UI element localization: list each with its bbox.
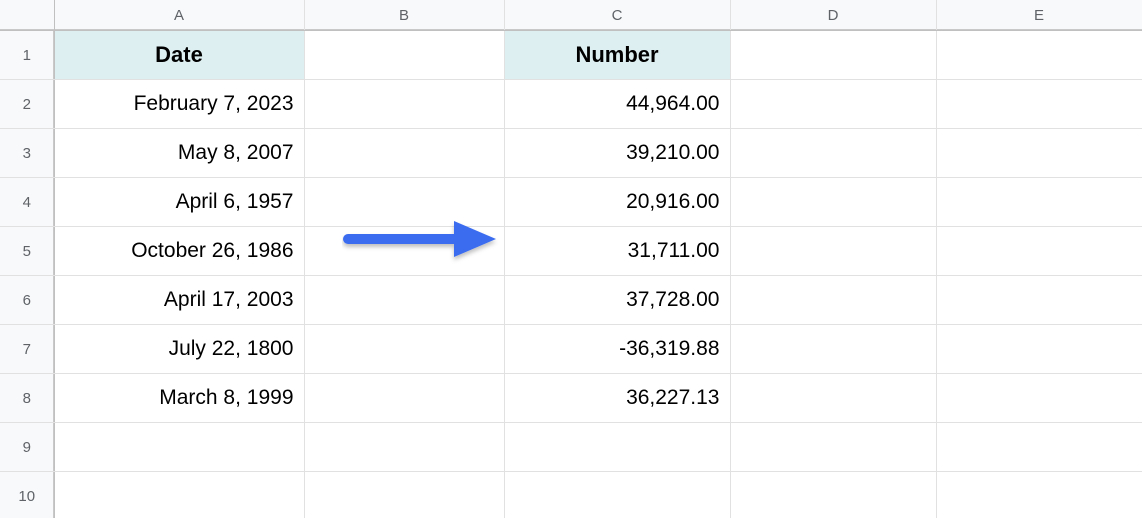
cell-d5[interactable] [730, 227, 936, 276]
row-header-5[interactable]: 5 [0, 227, 54, 276]
cell-c4[interactable]: 20,916.00 [504, 178, 730, 227]
spreadsheet-grid[interactable]: A B C D E 1 Date Number 2 February 7, 20… [0, 0, 1142, 518]
cell-e10[interactable] [936, 472, 1142, 518]
cell-a8[interactable]: March 8, 1999 [54, 374, 304, 423]
col-header-b[interactable]: B [304, 0, 504, 31]
row-header-7[interactable]: 7 [0, 325, 54, 374]
row-header-2[interactable]: 2 [0, 80, 54, 129]
row-1: 1 Date Number [0, 31, 1142, 80]
cell-e2[interactable] [936, 80, 1142, 129]
row-5: 5 October 26, 1986 31,711.00 [0, 227, 1142, 276]
row-8: 8 March 8, 1999 36,227.13 [0, 374, 1142, 423]
cell-e1[interactable] [936, 31, 1142, 80]
cell-b8[interactable] [304, 374, 504, 423]
cell-c1[interactable]: Number [504, 31, 730, 80]
cell-d1[interactable] [730, 31, 936, 80]
cell-a5[interactable]: October 26, 1986 [54, 227, 304, 276]
row-7: 7 July 22, 1800 -36,319.88 [0, 325, 1142, 374]
cell-e8[interactable] [936, 374, 1142, 423]
cell-e5[interactable] [936, 227, 1142, 276]
cell-d4[interactable] [730, 178, 936, 227]
row-header-3[interactable]: 3 [0, 129, 54, 178]
column-header-row: A B C D E [0, 0, 1142, 31]
cell-c2[interactable]: 44,964.00 [504, 80, 730, 129]
row-header-1[interactable]: 1 [0, 31, 54, 80]
row-header-10[interactable]: 10 [0, 472, 54, 518]
row-10: 10 [0, 472, 1142, 518]
cell-a2[interactable]: February 7, 2023 [54, 80, 304, 129]
row-header-8[interactable]: 8 [0, 374, 54, 423]
row-header-4[interactable]: 4 [0, 178, 54, 227]
cell-b4[interactable] [304, 178, 504, 227]
cell-e6[interactable] [936, 276, 1142, 325]
cell-a7[interactable]: July 22, 1800 [54, 325, 304, 374]
cell-d6[interactable] [730, 276, 936, 325]
cell-c8[interactable]: 36,227.13 [504, 374, 730, 423]
row-6: 6 April 17, 2003 37,728.00 [0, 276, 1142, 325]
col-header-d[interactable]: D [730, 0, 936, 31]
cell-d3[interactable] [730, 129, 936, 178]
select-all-corner[interactable] [0, 0, 54, 31]
cell-b3[interactable] [304, 129, 504, 178]
cell-a4[interactable]: April 6, 1957 [54, 178, 304, 227]
col-header-a[interactable]: A [54, 0, 304, 31]
row-9: 9 [0, 423, 1142, 472]
cell-d2[interactable] [730, 80, 936, 129]
cell-b6[interactable] [304, 276, 504, 325]
row-header-6[interactable]: 6 [0, 276, 54, 325]
cell-c6[interactable]: 37,728.00 [504, 276, 730, 325]
cell-d8[interactable] [730, 374, 936, 423]
cell-a1[interactable]: Date [54, 31, 304, 80]
cell-e9[interactable] [936, 423, 1142, 472]
row-3: 3 May 8, 2007 39,210.00 [0, 129, 1142, 178]
row-header-9[interactable]: 9 [0, 423, 54, 472]
cell-c3[interactable]: 39,210.00 [504, 129, 730, 178]
cell-a9[interactable] [54, 423, 304, 472]
cell-d7[interactable] [730, 325, 936, 374]
cell-c9[interactable] [504, 423, 730, 472]
cell-c7[interactable]: -36,319.88 [504, 325, 730, 374]
cell-b9[interactable] [304, 423, 504, 472]
cell-d10[interactable] [730, 472, 936, 518]
cell-e3[interactable] [936, 129, 1142, 178]
cell-c5[interactable]: 31,711.00 [504, 227, 730, 276]
cell-b1[interactable] [304, 31, 504, 80]
cell-a10[interactable] [54, 472, 304, 518]
cell-a3[interactable]: May 8, 2007 [54, 129, 304, 178]
cell-b2[interactable] [304, 80, 504, 129]
cell-a6[interactable]: April 17, 2003 [54, 276, 304, 325]
cell-c10[interactable] [504, 472, 730, 518]
cell-e7[interactable] [936, 325, 1142, 374]
spreadsheet-viewport: A B C D E 1 Date Number 2 February 7, 20… [0, 0, 1142, 518]
cell-d9[interactable] [730, 423, 936, 472]
row-4: 4 April 6, 1957 20,916.00 [0, 178, 1142, 227]
cell-e4[interactable] [936, 178, 1142, 227]
col-header-e[interactable]: E [936, 0, 1142, 31]
col-header-c[interactable]: C [504, 0, 730, 31]
cell-b7[interactable] [304, 325, 504, 374]
cell-b10[interactable] [304, 472, 504, 518]
cell-b5[interactable] [304, 227, 504, 276]
row-2: 2 February 7, 2023 44,964.00 [0, 80, 1142, 129]
